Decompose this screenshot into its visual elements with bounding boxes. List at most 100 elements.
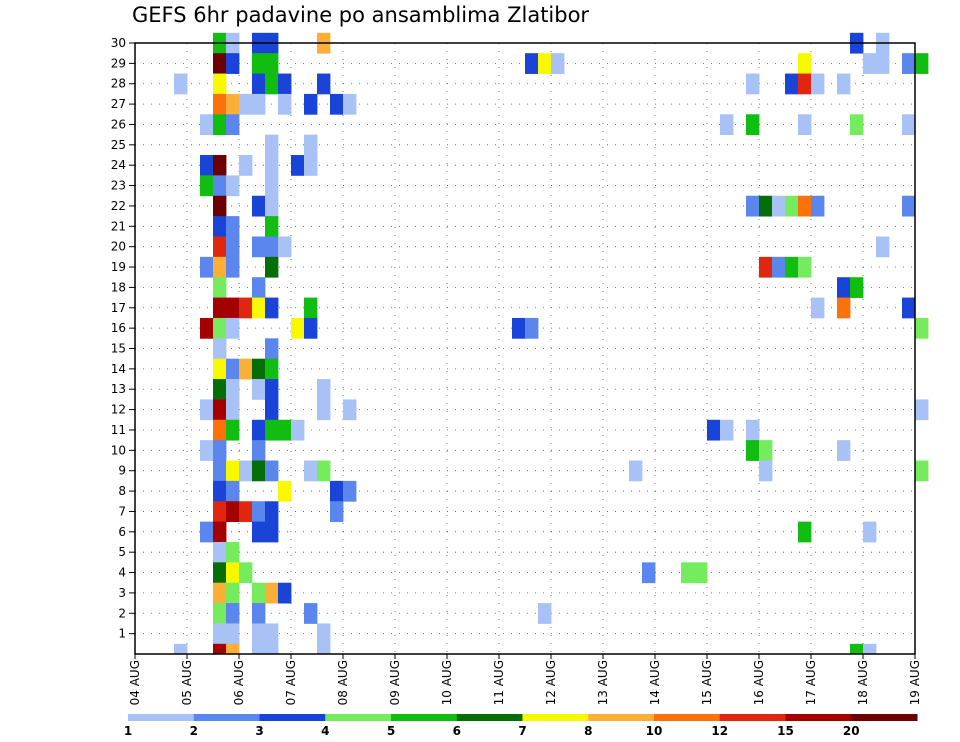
heatmap-cell: [798, 521, 812, 543]
heatmap-cell: [265, 256, 279, 278]
heatmap-cell: [746, 440, 760, 461]
heatmap-cell: [915, 53, 929, 74]
y-tick-label: 12: [111, 403, 126, 417]
heatmap-cell: [291, 419, 305, 441]
heatmap-cell: [304, 93, 318, 115]
heatmap-cell: [746, 114, 760, 136]
heatmap-cell: [200, 256, 214, 278]
colorbar-swatch: [654, 714, 721, 721]
heatmap-cell: [226, 236, 240, 258]
heatmap-cell: [213, 440, 227, 461]
y-tick-label: 28: [111, 77, 126, 91]
heatmap-cell: [304, 317, 318, 339]
x-tick-label: 10 AUG: [440, 660, 454, 705]
heatmap-cell: [798, 114, 812, 136]
heatmap-cell: [811, 297, 825, 319]
heatmap-cell: [213, 53, 227, 74]
heatmap-cell: [226, 317, 240, 339]
heatmap-cell: [239, 155, 253, 176]
heatmap-cell: [239, 297, 253, 319]
heatmap-cell: [772, 256, 786, 278]
x-tick-label: 11 AUG: [492, 660, 506, 705]
heatmap-cell: [265, 175, 279, 197]
heatmap-cell: [265, 379, 279, 400]
heatmap-cell: [213, 338, 227, 360]
heatmap-cell: [213, 236, 227, 258]
colorbar-swatch: [259, 714, 326, 721]
y-tick-label: 17: [111, 301, 126, 315]
y-tick-label: 2: [118, 606, 126, 620]
heatmap-cell: [265, 501, 279, 523]
heatmap-cell: [252, 460, 266, 482]
colorbar-swatch: [785, 714, 852, 721]
y-tick-label: 15: [111, 342, 126, 356]
heatmap-cell: [252, 195, 266, 217]
heatmap-cell: [798, 256, 812, 278]
heatmap-cell: [694, 562, 708, 584]
heatmap-cell: [330, 480, 344, 502]
x-tick-label: 09 AUG: [388, 660, 402, 705]
colorbar-label: 2: [190, 724, 198, 738]
heatmap-cell: [525, 317, 539, 339]
y-tick-label: 1: [118, 627, 126, 641]
y-tick-label: 11: [111, 423, 126, 437]
colorbar-label: 3: [255, 724, 263, 738]
heatmap-cell: [226, 379, 240, 400]
y-tick-label: 16: [111, 321, 126, 335]
colorbar-swatch: [128, 714, 195, 721]
heatmap-cell: [265, 216, 279, 237]
heatmap-cell: [265, 73, 279, 95]
y-tick-label: 5: [118, 545, 126, 559]
y-tick-label: 13: [111, 382, 126, 396]
heatmap-cell: [291, 317, 305, 339]
heatmap-cell: [759, 440, 773, 461]
y-tick-label: 25: [111, 138, 126, 152]
x-tick-label: 06 AUG: [232, 660, 246, 705]
heatmap-cell: [746, 195, 760, 217]
heatmap-cell: [265, 134, 279, 156]
heatmap-cell: [629, 460, 643, 482]
heatmap-cell: [200, 175, 214, 197]
heatmap-cell: [772, 195, 786, 217]
heatmap-cell: [525, 53, 539, 74]
heatmap-cell: [265, 643, 279, 655]
heatmap-cell: [200, 155, 214, 176]
heatmap-cell: [200, 114, 214, 136]
heatmap-cell: [863, 53, 877, 74]
heatmap-cell: [213, 521, 227, 543]
heatmap-cell: [239, 460, 253, 482]
heatmap-cell: [252, 93, 266, 115]
colorbar-label: 8: [584, 724, 592, 738]
heatmap-cell: [252, 236, 266, 258]
heatmap-cell: [226, 603, 240, 624]
heatmap-cell: [226, 541, 240, 563]
heatmap-cell: [226, 460, 240, 482]
heatmap-cell: [213, 623, 227, 645]
heatmap-cell: [278, 236, 292, 258]
x-tick-label: 12 AUG: [544, 660, 558, 705]
colorbar-label: 1: [124, 724, 132, 738]
y-tick-label: 8: [118, 484, 126, 498]
colorbar-swatch: [522, 714, 589, 721]
y-tick-label: 20: [111, 240, 126, 254]
heatmap-cell: [213, 256, 227, 278]
heatmap-cell: [304, 603, 318, 624]
heatmap-cell: [538, 603, 552, 624]
heatmap-cell: [746, 73, 760, 95]
heatmap-cell: [317, 73, 331, 95]
heatmap-cell: [304, 297, 318, 319]
heatmap-cell: [252, 582, 266, 604]
heatmap-cell: [291, 155, 305, 176]
heatmap-cell: [213, 541, 227, 563]
heatmap-cell: [213, 419, 227, 441]
heatmap-cell: [759, 195, 773, 217]
heatmap-cell: [837, 440, 851, 461]
colorbar-label: 15: [777, 724, 794, 738]
y-tick-label: 27: [111, 97, 126, 111]
heatmap-cell: [213, 155, 227, 176]
heatmap-cell: [252, 419, 266, 441]
heatmap-cell: [213, 297, 227, 319]
heatmap-cell: [278, 582, 292, 604]
heatmap-cell: [343, 93, 357, 115]
